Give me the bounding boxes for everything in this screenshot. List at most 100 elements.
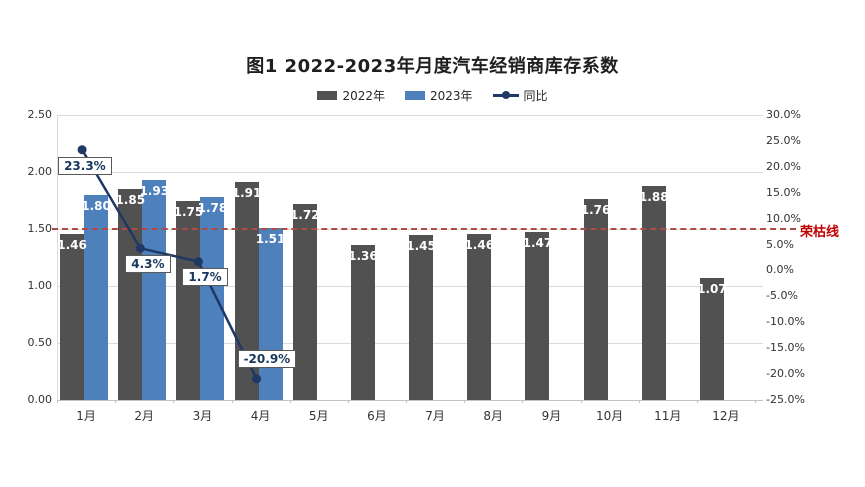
yoy-line-point [135,243,145,253]
legend-item-2023年: 2023年 [404,87,473,104]
yoy-callout-label: 1.7% [182,267,228,286]
legend-label: 2022年 [342,88,385,103]
bar-2022年-10月 [583,199,608,400]
x-axis-label: 1月 [76,409,96,423]
bar-value-label: 1.07 [697,282,727,297]
x-axis-tick [173,400,175,403]
x-axis-tick [522,400,524,403]
axis-tick-label-right: 20.0% [766,159,801,173]
grid-line [57,115,763,116]
yoy-line-point [77,145,87,155]
bar-value-label: 1.75 [173,204,204,219]
left-axis-line [57,115,58,400]
x-axis-label: 3月 [192,409,213,423]
bar-2022年-8月 [467,233,492,400]
x-axis-tick [696,400,698,403]
boom-bust-line-label: 荣枯线 [800,225,840,240]
bar-value-label: 1.72 [289,207,320,222]
legend-label: 同比 [523,88,548,103]
axis-tick-label-left: 0.50 [27,336,53,349]
yoy-line [81,149,258,380]
bar-2022年-5月 [292,203,317,400]
bar-value-label: 1.36 [348,248,378,263]
yoy-callout-label: 4.3% [125,255,171,274]
bar-value-label: 1.85 [115,193,146,208]
axis-tick-label-left: 2.50 [27,108,53,121]
x-axis-tick [289,400,291,403]
axis-tick-label-right: -5.0% [766,289,798,303]
x-axis-label: 4月 [250,409,271,423]
bar-2022年-11月 [641,185,666,400]
bar-2022年-12月 [699,278,724,400]
legend-swatch-icon [404,90,425,100]
x-axis-label: 9月 [541,409,562,423]
axis-tick-label-right: 30.0% [766,108,801,121]
axis-tick-label-right: -25.0% [766,393,805,406]
axis-tick-label-right: -20.0% [766,367,805,381]
yoy-callout-label: -20.9% [237,349,297,368]
x-axis-tick [580,400,582,403]
chart-title: 图1 2022-2023年月度汽车经销商库存系数 [246,56,619,77]
bar-value-label: 1.88 [638,189,669,204]
legend-item-同比: 同比 [492,87,548,104]
grid-line [57,172,763,173]
bar-value-label: 1.46 [57,237,87,252]
bar-value-label: 1.91 [231,186,262,201]
grid-line [57,400,763,401]
bar-2022年-2月 [118,189,143,400]
bar-value-label: 1.78 [197,201,228,216]
x-axis-tick [115,400,117,403]
axis-tick-label-right: 10.0% [766,211,801,225]
x-axis-tick [231,400,233,403]
x-axis-tick [57,400,58,403]
legend-swatch-icon [492,90,519,100]
bar-value-label: 1.45 [406,238,436,253]
bar-value-label: 1.47 [522,236,553,251]
axis-tick-label-right: 0.0% [766,263,794,277]
x-axis-label: 5月 [308,409,329,423]
x-axis-label: 10月 [595,409,624,423]
yoy-line-point [252,374,262,384]
bar-2023年-2月 [142,179,167,400]
chart-legend: 2022年 2023年 同比 [0,86,865,104]
axis-tick-label-left: 0.00 [27,393,53,406]
legend-item-2022年: 2022年 [317,87,385,104]
yoy-line-point [193,257,203,267]
x-axis-label: 6月 [367,409,387,423]
bar-2022年-7月 [409,234,434,400]
yoy-callout-label: 23.3% [58,156,112,175]
legend-swatch-icon [317,90,338,100]
bar-2022年-1月 [60,233,85,400]
bar-2022年-6月 [350,244,375,400]
x-axis-label: 7月 [425,409,445,423]
bar-2022年-9月 [525,232,550,400]
bar-value-label: 1.93 [139,183,170,198]
x-axis-label: 2月 [134,409,155,423]
axis-tick-label-right: 5.0% [766,237,794,251]
axis-tick-label-right: 25.0% [766,133,801,147]
axis-tick-label-left: 2.00 [27,165,53,178]
x-axis-tick [406,400,407,403]
x-axis-label: 8月 [483,409,504,423]
bar-value-label: 1.76 [580,203,611,218]
x-axis-tick [464,400,466,403]
bar-value-label: 1.51 [255,231,286,246]
x-axis-tick [638,400,640,403]
axis-tick-label-left: 1.50 [27,222,53,235]
bar-2022年-3月 [176,200,201,400]
axis-tick-label-right: -15.0% [766,341,805,355]
axis-tick-label-right: -10.0% [766,315,805,329]
axis-tick-label-left: 1.00 [27,279,53,292]
x-axis-tick [347,400,349,403]
bar-2023年-3月 [200,197,225,400]
x-axis-label: 11月 [654,409,682,423]
x-axis-label: 12月 [712,409,740,423]
boom-bust-reference-line [52,228,796,230]
bar-value-label: 1.80 [81,198,111,213]
x-axis-tick [755,400,756,403]
legend-label: 2023年 [429,88,473,103]
axis-tick-label-right: 15.0% [766,185,801,199]
